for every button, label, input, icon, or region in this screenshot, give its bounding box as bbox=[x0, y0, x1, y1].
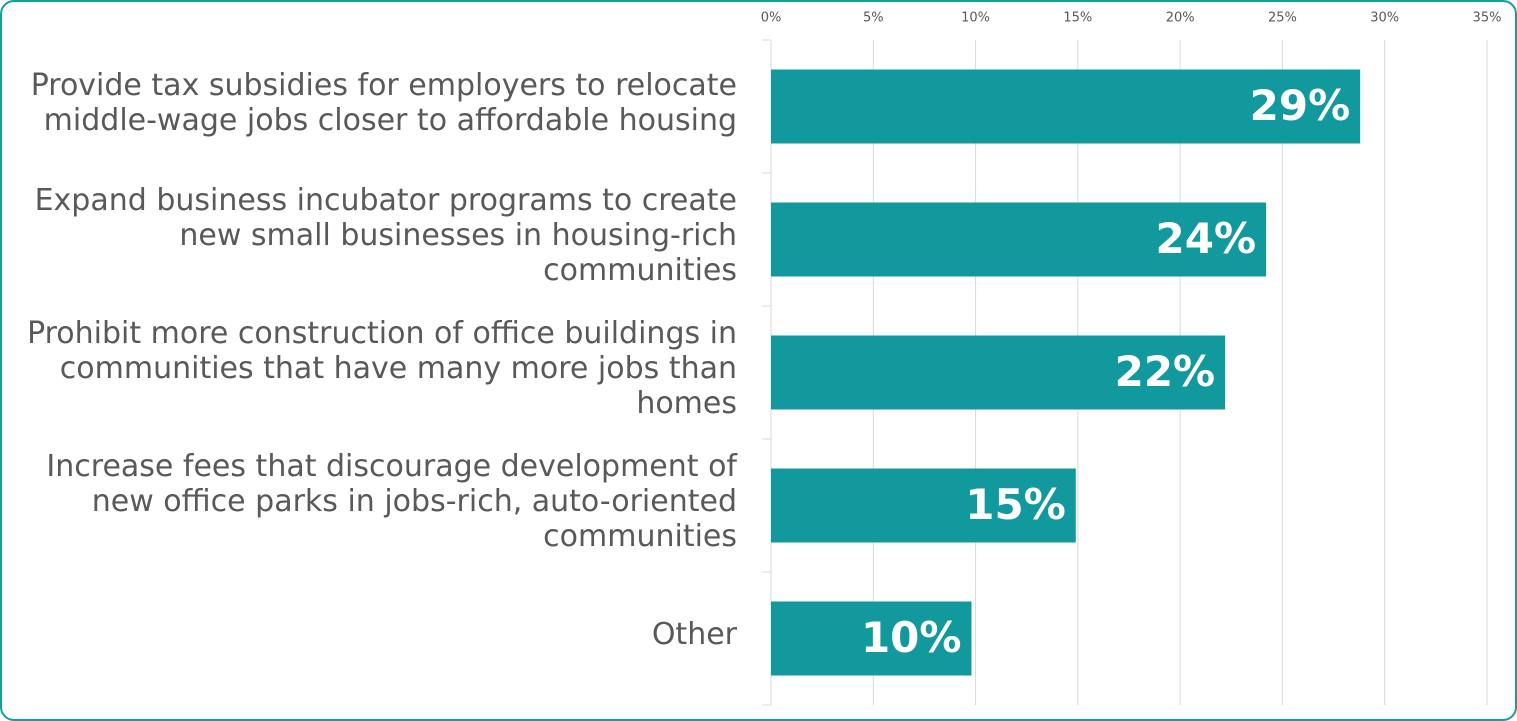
data-label: 24% bbox=[1156, 214, 1257, 263]
x-tick-label: 20% bbox=[1166, 11, 1195, 26]
x-tick-label: 5% bbox=[863, 11, 884, 26]
x-tick-label: 0% bbox=[761, 11, 782, 26]
bar bbox=[771, 69, 1361, 144]
x-tick-label: 25% bbox=[1268, 11, 1297, 26]
x-tick-label: 30% bbox=[1370, 11, 1399, 26]
x-tick-label: 15% bbox=[1063, 11, 1092, 26]
bar bbox=[771, 468, 1076, 543]
data-label: 29% bbox=[1250, 81, 1351, 130]
category-label: Prohibit more construction of office bui… bbox=[27, 316, 737, 421]
data-label: 15% bbox=[965, 480, 1066, 529]
x-tick-label: 10% bbox=[961, 11, 990, 26]
category-label: Expand business incubator programs to cr… bbox=[34, 183, 737, 288]
category-label: Increase fees that discourage developmen… bbox=[46, 449, 737, 554]
bar bbox=[771, 335, 1226, 410]
bar bbox=[771, 202, 1267, 277]
data-label: 10% bbox=[861, 613, 962, 662]
bar bbox=[771, 601, 972, 676]
category-label: Other bbox=[651, 617, 737, 652]
data-label: 22% bbox=[1115, 347, 1216, 396]
x-tick-label: 35% bbox=[1473, 11, 1502, 26]
category-label: Provide tax subsidies for employers to r… bbox=[30, 67, 737, 138]
